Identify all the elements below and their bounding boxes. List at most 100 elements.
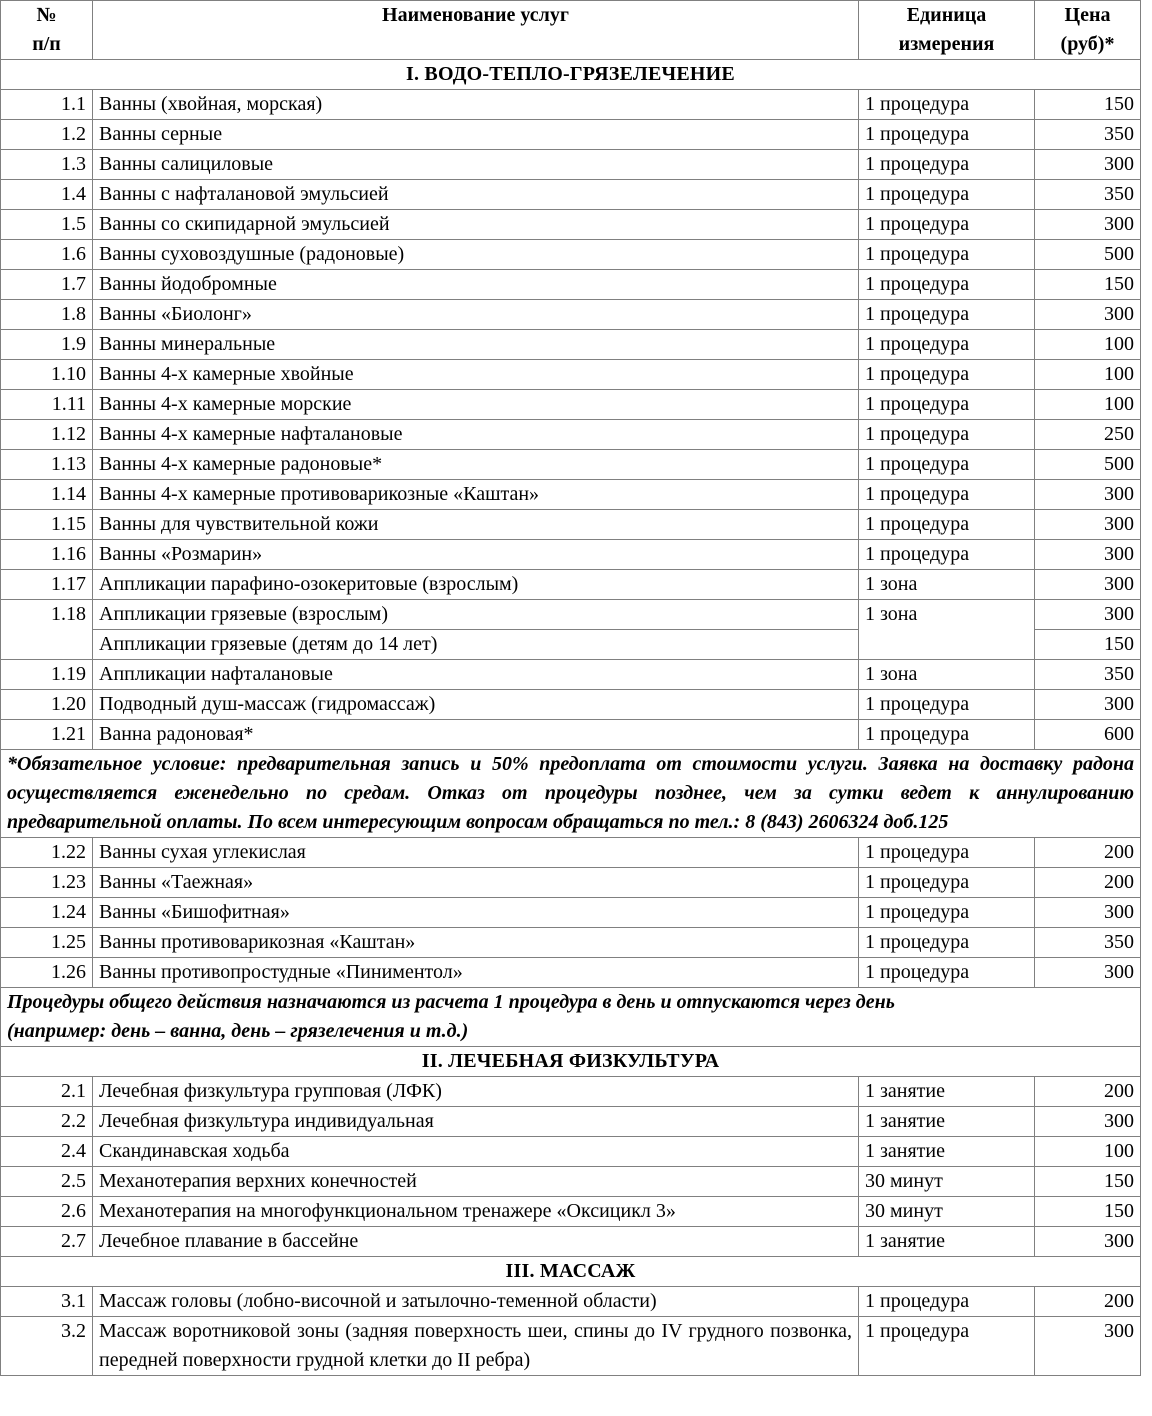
row-number: 1.25 [0, 927, 93, 958]
table-row: 1.11 Ванны 4-х камерные морские 1 процед… [0, 389, 1141, 420]
row-number: 1.18 [0, 599, 93, 660]
row-number: 1.23 [0, 867, 93, 898]
table-row: 1.12 Ванны 4-х камерные нафталановые 1 п… [0, 419, 1141, 450]
section-heading-1: I. ВОДО-ТЕПЛО-ГРЯЗЕЛЕЧЕНИЕ [0, 59, 1141, 90]
row-number: 1.11 [0, 389, 93, 420]
row-service-name: Ванны (хвойная, морская) [92, 89, 859, 120]
note-general-procedures-line2: (например: день – ванна, день – грязелеч… [7, 1020, 469, 1042]
row-unit: 1 процедура [858, 209, 1035, 240]
row-service-name: Ванны салициловые [92, 149, 859, 180]
row-unit: 1 процедура [858, 897, 1035, 928]
header-row: № п/п Наименование услуг Единица измерен… [0, 0, 1141, 60]
table-row: 1.14 Ванны 4-х камерные противоварикозны… [0, 479, 1141, 510]
row-service-name: Ванны 4-х камерные нафталановые [92, 419, 859, 450]
row-price: 300 [1034, 957, 1141, 988]
row-service-name: Скандинавская ходьба [92, 1136, 859, 1167]
row-number: 1.22 [0, 837, 93, 868]
row-price: 250 [1034, 419, 1141, 450]
table-row: 1.20 Подводный душ-массаж (гидромассаж) … [0, 689, 1141, 720]
table-row: 2.1 Лечебная физкультура групповая (ЛФК)… [0, 1076, 1141, 1107]
column-header-unit-line1: Единица [906, 4, 987, 26]
row-service-name: Ванны с нафталановой эмульсией [92, 179, 859, 210]
column-header-price-line1: Цена [1064, 4, 1111, 26]
note-general-procedures: Процедуры общего действия назначаются из… [0, 987, 1141, 1047]
row-number: 1.12 [0, 419, 93, 450]
footnote-radon-conditions: *Обязательное условие: предварительная з… [0, 749, 1141, 838]
row-unit: 1 процедура [858, 89, 1035, 120]
row-price: 500 [1034, 239, 1141, 270]
row-price: 300 [1034, 539, 1141, 570]
row-unit: 1 процедура [858, 479, 1035, 510]
row-number: 1.2 [0, 119, 93, 150]
row-price: 150 [1034, 1196, 1141, 1227]
row-service-name: Ванны противоварикозная «Каштан» [92, 927, 859, 958]
row-number: 1.8 [0, 299, 93, 330]
row-number: 1.19 [0, 659, 93, 690]
row-price: 150 [1034, 1166, 1141, 1197]
row-service-name: Ванны 4-х камерные морские [92, 389, 859, 420]
row-price: 350 [1034, 659, 1141, 690]
row-unit: 1 процедура [858, 867, 1035, 898]
row-unit: 1 процедура [858, 389, 1035, 420]
table-row: 1.26 Ванны противопростудные «Пинимен­то… [0, 957, 1141, 988]
row-unit: 1 процедура [858, 927, 1035, 958]
row-price: 100 [1034, 329, 1141, 360]
row-number: 1.10 [0, 359, 93, 390]
row-service-name: Ванны 4-х камерные хвойные [92, 359, 859, 390]
row-service-name: Ванны 4-х камерные противоварикозные «Ка… [92, 479, 859, 510]
row-number: 1.6 [0, 239, 93, 270]
column-header-unit-line2: измерения [898, 33, 995, 55]
table-row: 3.1 Массаж головы (лобно-височной и заты… [0, 1286, 1141, 1317]
table-row: Аппликации грязевые (детям до 14 лет) 15… [1, 629, 1141, 660]
table-row: 1.9 Ванны минеральные 1 процедура 100 [0, 329, 1141, 360]
footnote-radon-conditions-text: *Обязательное условие: предварительная з… [0, 749, 1141, 838]
row-service-name: Механотерапия верхних конечностей [92, 1166, 859, 1197]
row-unit: 1 процедура [858, 1316, 1035, 1376]
row-unit: 1 процедура [858, 329, 1035, 360]
row-number: 3.1 [0, 1286, 93, 1317]
table-row: 1.4 Ванны с нафталановой эмульсией 1 про… [0, 179, 1141, 210]
note-general-procedures-line1: Процедуры общего действия назначаются из… [7, 991, 895, 1013]
row-service-name: Лечебная физкультура индивидуальная [92, 1106, 859, 1137]
row-price: 500 [1034, 449, 1141, 480]
row-unit: 1 процедура [858, 719, 1035, 750]
row-price: 300 [1034, 479, 1141, 510]
row-price: 350 [1034, 119, 1141, 150]
row-service-name: Механотерапия на многофункциональном тре… [92, 1196, 859, 1227]
row-number: 1.26 [0, 957, 93, 988]
table-row: 2.6 Механотерапия на многофункциональном… [0, 1196, 1141, 1227]
row-service-name: Лечебное плавание в бассейне [92, 1226, 859, 1257]
column-header-number: № п/п [0, 0, 93, 60]
row-service-name: Ванны для чувствительной кожи [92, 509, 859, 540]
row-number: 1.20 [0, 689, 93, 720]
row-unit: 1 процедура [858, 1286, 1035, 1317]
table-row: 1.8 Ванны «Биолонг» 1 процедура 300 [0, 299, 1141, 330]
table-row: 1.6 Ванны суховоздушные (радоновые) 1 пр… [0, 239, 1141, 270]
row-number: 1.3 [0, 149, 93, 180]
row-price: 300 [1034, 599, 1141, 630]
row-number: 2.1 [0, 1076, 93, 1107]
section-heading-1-label: I. ВОДО-ТЕПЛО-ГРЯЗЕЛЕЧЕНИЕ [406, 63, 735, 85]
table-row: 2.2 Лечебная физкультура индивидуальная … [0, 1106, 1141, 1137]
row-number: 1.24 [0, 897, 93, 928]
row-number: 2.4 [0, 1136, 93, 1167]
row-price: 300 [1034, 1316, 1141, 1376]
table-row: 1.13 Ванны 4-х камерные радоновые* 1 про… [0, 449, 1141, 480]
row-price: 300 [1034, 1106, 1141, 1137]
table-row: 1.3 Ванны салициловые 1 процедура 300 [0, 149, 1141, 180]
section-heading-3: III. МАССАЖ [0, 1256, 1141, 1287]
row-unit: 1 зона [858, 569, 1035, 600]
row-service-name: Подводный душ-массаж (гидромассаж) [92, 689, 859, 720]
row-unit: 1 зона [858, 599, 1035, 660]
price-list-table: № п/п Наименование услуг Единица измерен… [0, 0, 1141, 1376]
row-service-name: Ванны сухая углекислая [92, 837, 859, 868]
table-row: 2.5 Механотерапия верхних конечностей 30… [0, 1166, 1141, 1197]
table-header: № п/п Наименование услуг Единица измерен… [0, 0, 1141, 60]
table-row: 3.2 Массаж воротниковой зоны (задняя пов… [0, 1316, 1141, 1376]
row-service-name: Ванны йодобромные [92, 269, 859, 300]
row-price: 300 [1034, 1226, 1141, 1257]
row-service-name: Аппликации грязевые (взрослым) [92, 599, 859, 630]
row-unit: 1 процедура [858, 119, 1035, 150]
row-service-name: Лечебная физкультура групповая (ЛФК) [92, 1076, 859, 1107]
row-unit: 1 занятие [858, 1226, 1035, 1257]
